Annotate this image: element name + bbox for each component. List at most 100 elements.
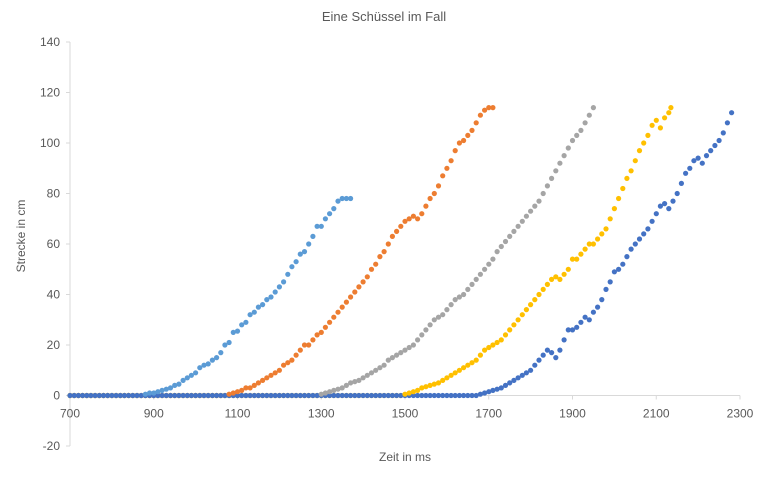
data-point bbox=[494, 386, 500, 392]
data-point bbox=[406, 344, 412, 351]
data-point bbox=[708, 148, 714, 154]
x-tick-label: 1700 bbox=[475, 407, 502, 421]
data-point bbox=[289, 264, 295, 270]
data-point bbox=[134, 392, 140, 399]
data-point bbox=[88, 392, 94, 399]
data-point bbox=[243, 319, 249, 325]
data-point bbox=[444, 165, 450, 171]
data-point bbox=[662, 115, 668, 121]
data-point bbox=[549, 350, 555, 356]
data-point bbox=[343, 195, 349, 202]
data-point bbox=[356, 392, 362, 399]
data-point bbox=[498, 385, 504, 391]
data-point bbox=[599, 231, 605, 237]
data-point bbox=[553, 355, 559, 361]
data-point bbox=[147, 390, 153, 396]
data-point bbox=[569, 327, 576, 333]
data-point bbox=[226, 391, 232, 397]
data-point bbox=[163, 386, 169, 392]
data-point bbox=[586, 241, 592, 247]
data-point bbox=[310, 233, 316, 239]
data-point bbox=[431, 190, 437, 197]
data-point bbox=[452, 148, 458, 154]
data-point bbox=[255, 380, 261, 386]
data-point bbox=[389, 355, 395, 361]
data-point bbox=[515, 223, 521, 229]
data-point bbox=[415, 216, 421, 222]
y-tick-label: -20 bbox=[43, 439, 61, 453]
data-point bbox=[239, 322, 245, 328]
data-point bbox=[423, 392, 429, 399]
data-point bbox=[515, 375, 521, 381]
data-point bbox=[511, 322, 517, 328]
data-point bbox=[494, 339, 500, 346]
data-point bbox=[553, 168, 559, 174]
data-point bbox=[335, 309, 341, 315]
y-tick-label: 0 bbox=[53, 389, 60, 403]
data-point bbox=[281, 392, 287, 399]
data-point bbox=[230, 390, 236, 396]
data-point bbox=[440, 392, 446, 399]
data-point bbox=[289, 392, 295, 399]
data-point bbox=[519, 312, 525, 318]
data-point bbox=[410, 213, 416, 219]
data-point bbox=[515, 317, 521, 323]
x-tick-label: 2100 bbox=[643, 407, 670, 421]
data-point bbox=[511, 377, 517, 383]
data-point bbox=[540, 352, 546, 358]
data-point bbox=[461, 291, 467, 298]
data-point bbox=[657, 203, 664, 209]
data-point bbox=[482, 266, 488, 272]
data-point bbox=[645, 226, 651, 232]
data-point bbox=[565, 145, 571, 151]
data-point bbox=[364, 274, 370, 280]
data-point bbox=[268, 372, 274, 378]
data-point bbox=[222, 342, 228, 348]
data-point bbox=[121, 392, 127, 399]
data-point bbox=[435, 380, 442, 386]
data-point bbox=[419, 211, 425, 217]
data-point bbox=[222, 392, 228, 399]
data-point bbox=[184, 392, 190, 399]
data-point bbox=[373, 367, 379, 373]
data-point bbox=[96, 392, 102, 399]
data-point bbox=[331, 206, 337, 212]
data-point bbox=[486, 344, 492, 351]
data-point bbox=[477, 271, 483, 277]
data-point bbox=[490, 256, 496, 262]
x-tick-label: 1500 bbox=[392, 407, 419, 421]
data-point bbox=[368, 266, 375, 272]
data-point bbox=[406, 216, 412, 222]
data-point bbox=[557, 160, 563, 166]
data-point bbox=[574, 256, 580, 262]
data-point bbox=[138, 392, 144, 399]
data-point bbox=[226, 339, 232, 346]
data-point bbox=[385, 357, 391, 363]
data-point bbox=[67, 392, 73, 399]
data-point bbox=[398, 350, 404, 356]
data-point bbox=[653, 117, 659, 123]
data-point bbox=[251, 309, 257, 315]
data-point bbox=[260, 302, 266, 308]
data-point bbox=[176, 392, 182, 399]
data-point bbox=[486, 105, 492, 111]
data-point bbox=[163, 392, 169, 399]
data-point bbox=[507, 380, 513, 386]
data-point bbox=[486, 389, 492, 395]
data-point bbox=[494, 249, 500, 255]
data-point bbox=[431, 317, 437, 323]
data-point bbox=[590, 241, 597, 247]
data-point bbox=[549, 175, 555, 181]
data-point bbox=[532, 297, 538, 303]
data-point bbox=[377, 254, 383, 260]
data-point bbox=[569, 137, 576, 144]
data-point bbox=[532, 362, 538, 368]
data-point bbox=[322, 216, 328, 222]
data-point bbox=[473, 392, 479, 399]
data-point bbox=[419, 332, 425, 338]
data-point bbox=[582, 314, 588, 320]
data-point bbox=[297, 251, 303, 257]
data-point bbox=[297, 392, 303, 399]
x-tick-label: 700 bbox=[60, 407, 80, 421]
